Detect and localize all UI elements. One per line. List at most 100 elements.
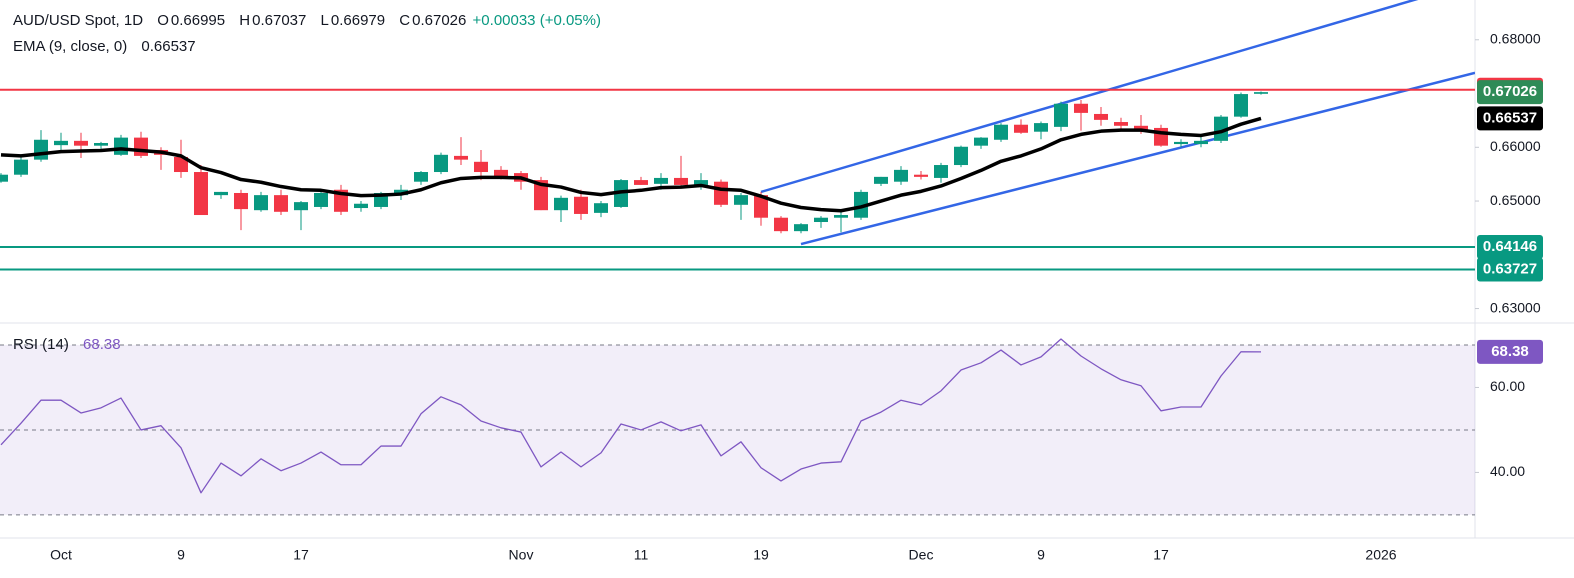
candle-body xyxy=(114,137,128,155)
candle-body xyxy=(494,169,508,177)
price-badge xyxy=(1477,80,1543,105)
x-tick-label: 17 xyxy=(1153,547,1169,563)
ohlc-value: 0.67026 xyxy=(412,12,467,29)
ohlc-value: 0.67037 xyxy=(252,12,307,29)
candle-body xyxy=(1014,124,1028,133)
ohlc-value: 0.66995 xyxy=(170,12,226,29)
candle-body xyxy=(594,203,608,213)
change: +0.00033 (+0.05%) xyxy=(472,12,601,29)
x-tick-label: Dec xyxy=(909,547,934,563)
ema-value: 0.66537 xyxy=(141,38,196,55)
y-tick-label: 0.65000 xyxy=(1490,192,1541,208)
candle-body xyxy=(834,215,848,218)
candle-body xyxy=(794,224,808,232)
channel-line xyxy=(760,0,1419,194)
rsi-pane xyxy=(0,338,1475,516)
candle-body xyxy=(1094,113,1108,120)
candle-body xyxy=(654,177,668,184)
price-badge xyxy=(1477,339,1543,364)
candle-body xyxy=(454,155,468,160)
candle-body xyxy=(1214,116,1228,141)
rsi-name: RSI (14) xyxy=(13,336,69,353)
rsi-legend: RSI (14) 68.38 xyxy=(13,336,123,353)
candle-body xyxy=(1074,103,1088,113)
price-badge xyxy=(1477,234,1543,259)
candle-body xyxy=(754,195,768,218)
candle-body xyxy=(234,192,248,210)
ema-name: EMA (9, close, 0) xyxy=(13,38,128,55)
candle-body xyxy=(774,217,788,232)
candle-body xyxy=(294,202,308,211)
symbol-legend: AUD/USD Spot, 1D O 0.66995 H 0.67037 L 0.66… xyxy=(13,12,603,29)
x-tick-label: 11 xyxy=(634,547,649,563)
candle-body xyxy=(214,191,228,196)
y-tick-label: 0.68000 xyxy=(1490,30,1541,46)
candle-body xyxy=(254,195,268,211)
price-badge-label: 0.67026 xyxy=(1483,83,1537,100)
candle-body xyxy=(954,146,968,166)
channel-line xyxy=(800,71,1475,246)
price-pane xyxy=(0,0,1475,271)
candle-body xyxy=(1234,94,1248,117)
x-tick-label: Nov xyxy=(509,547,534,563)
candle-body xyxy=(914,174,928,177)
candle-body xyxy=(174,156,188,173)
candle-body xyxy=(574,196,588,214)
candle-body xyxy=(194,172,208,216)
candle-body xyxy=(54,140,68,146)
candle-body xyxy=(1034,123,1048,132)
candle-body xyxy=(874,176,888,184)
price-badge-label: 0.66537 xyxy=(1483,109,1537,126)
symbol-title: AUD/USD Spot, 1D xyxy=(13,12,144,29)
ohlc-key: L xyxy=(320,12,329,29)
ema-legend: EMA (9, close, 0) 0.66537 xyxy=(13,38,198,55)
candle-body xyxy=(694,180,708,185)
candle-body xyxy=(934,165,948,178)
candle-body xyxy=(974,137,988,146)
ohlc-key: H xyxy=(239,12,251,29)
candle-body xyxy=(854,191,868,218)
y-tick-label: 0.63000 xyxy=(1490,299,1541,315)
candle-body xyxy=(14,159,28,175)
x-tick-label: 2026 xyxy=(1365,547,1396,563)
candle-body xyxy=(1114,122,1128,126)
x-tick-label: 9 xyxy=(177,547,185,563)
candle-body xyxy=(0,174,8,182)
candle-body xyxy=(554,197,568,211)
candle-body xyxy=(1194,140,1208,145)
candle-body xyxy=(94,142,108,146)
candle-body xyxy=(1134,125,1148,131)
candle-body xyxy=(534,180,548,211)
x-tick-label: 17 xyxy=(293,547,309,563)
x-tick-label: 19 xyxy=(753,547,769,563)
axes: Oct 9 17 Nov 11 19 Dec 9 17 2026 0.68000 0.66000 0.6… xyxy=(50,30,1543,563)
candle-body xyxy=(414,172,428,182)
candle-body xyxy=(314,192,328,207)
candle-body xyxy=(634,180,648,185)
x-tick-label: 9 xyxy=(1037,547,1045,563)
y-tick-label: 60.00 xyxy=(1490,378,1525,394)
x-tick-label: Oct xyxy=(50,547,72,563)
candle-body xyxy=(714,181,728,205)
candle-body xyxy=(994,124,1008,140)
ohlc-value: 0.66979 xyxy=(330,12,386,29)
candle-body xyxy=(354,203,368,209)
ohlc-key: O xyxy=(157,12,169,29)
candle-body xyxy=(1054,103,1068,127)
candle-body xyxy=(474,161,488,173)
candle-body xyxy=(1254,92,1268,94)
candle-body xyxy=(894,169,908,182)
y-tick-label: 40.00 xyxy=(1490,463,1525,479)
rsi-value: 68.38 xyxy=(83,336,121,353)
price-badge-label: 0.64146 xyxy=(1483,238,1537,255)
candle-body xyxy=(734,195,748,205)
price-badge xyxy=(1477,106,1543,131)
price-badge-label: 68.38 xyxy=(1491,343,1529,360)
price-badge xyxy=(1477,257,1543,282)
ohlc-key: C xyxy=(399,12,411,29)
candle-body xyxy=(1174,141,1188,145)
series-line xyxy=(0,338,1262,494)
series-line xyxy=(0,116,1262,213)
